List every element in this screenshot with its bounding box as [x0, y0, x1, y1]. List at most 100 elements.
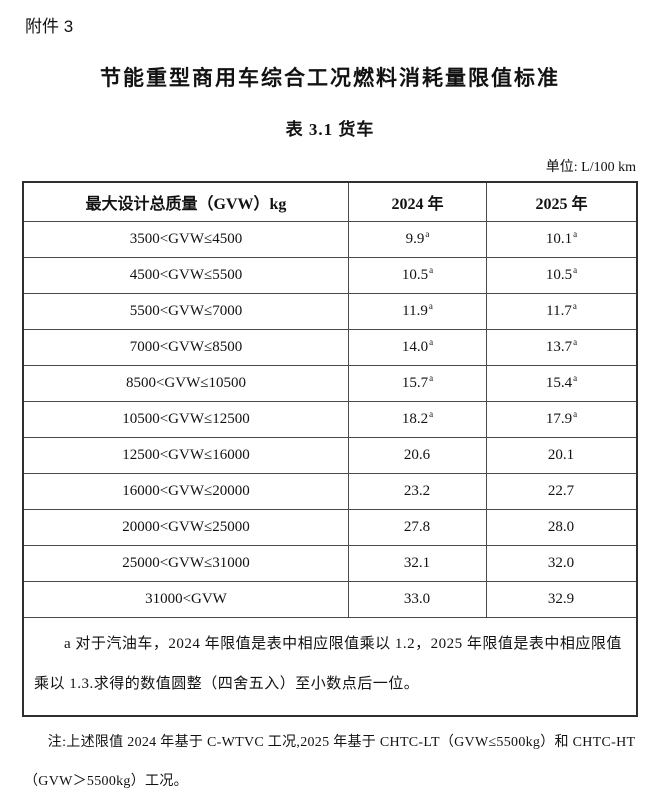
footnote-a-marker: a — [573, 265, 577, 275]
year-2024-column-header: 2024 年 — [348, 182, 486, 221]
gvw-range-text: 5500<GVW≤7000 — [130, 303, 243, 319]
gvw-range-cell: 4500<GVW≤5500 — [23, 257, 348, 293]
footnote-a-marker: a — [429, 301, 433, 311]
gvw-range-text: 10500<GVW≤12500 — [122, 411, 250, 427]
table-row: 7000<GVW≤8500 14.0a 13.7a — [23, 329, 637, 365]
value-2025-cell: 17.9a — [487, 401, 637, 437]
footnote-a-marker: a — [573, 373, 577, 383]
gvw-column-header: 最大设计总质量（GVW）kg — [23, 182, 348, 221]
gvw-range-text: 3500<GVW≤4500 — [130, 231, 243, 247]
value-2025-cell: 28.0 — [487, 509, 637, 545]
value-2025-text: 15.4 — [546, 375, 572, 391]
table-footnote-row: a 对于汽油车，2024 年限值是表中相应限值乘以 1.2，2025 年限值是表… — [23, 617, 637, 716]
value-2025-cell: 11.7a — [487, 293, 637, 329]
value-2024-text: 33.0 — [404, 591, 430, 607]
value-2025-text: 22.7 — [548, 483, 574, 499]
table-row: 31000<GVW 33.0 32.9 — [23, 581, 637, 617]
value-2025-cell: 20.1 — [487, 437, 637, 473]
value-2024-cell: 27.8 — [348, 509, 486, 545]
gvw-range-cell: 5500<GVW≤7000 — [23, 293, 348, 329]
value-2024-text: 20.6 — [404, 447, 430, 463]
footnote-a-marker: a — [429, 337, 433, 347]
footnote-a-marker: a — [425, 229, 429, 239]
gvw-range-cell: 10500<GVW≤12500 — [23, 401, 348, 437]
value-2025-cell: 10.5a — [487, 257, 637, 293]
value-2024-text: 9.9 — [406, 231, 425, 247]
table-row: 3500<GVW≤4500 9.9a 10.1a — [23, 221, 637, 257]
table-caption: 表 3.1 货车 — [22, 115, 638, 140]
gvw-range-cell: 16000<GVW≤20000 — [23, 473, 348, 509]
table-row: 8500<GVW≤10500 15.7a 15.4a — [23, 365, 637, 401]
value-2024-cell: 18.2a — [348, 401, 486, 437]
value-2024-text: 14.0 — [402, 339, 428, 355]
gvw-range-cell: 7000<GVW≤8500 — [23, 329, 348, 365]
footnote-a-marker: a — [429, 373, 433, 383]
gvw-range-text: 31000<GVW — [145, 591, 227, 607]
table-header-row: 最大设计总质量（GVW）kg 2024 年 2025 年 — [23, 182, 637, 221]
document-title: 节能重型商用车综合工况燃料消耗量限值标准 — [22, 62, 638, 92]
year-2025-column-header: 2025 年 — [487, 182, 637, 221]
table-row: 5500<GVW≤7000 11.9a 11.7a — [23, 293, 637, 329]
value-2024-text: 27.8 — [404, 519, 430, 535]
gvw-range-text: 7000<GVW≤8500 — [130, 339, 243, 355]
value-2024-text: 11.9 — [402, 303, 428, 319]
table-row: 25000<GVW≤31000 32.1 32.0 — [23, 545, 637, 581]
value-2025-text: 32.0 — [548, 555, 574, 571]
value-2025-text: 10.1 — [546, 231, 572, 247]
value-2024-cell: 9.9a — [348, 221, 486, 257]
value-2025-cell: 32.0 — [487, 545, 637, 581]
value-2024-text: 10.5 — [402, 267, 428, 283]
value-2025-cell: 15.4a — [487, 365, 637, 401]
value-2024-cell: 10.5a — [348, 257, 486, 293]
gvw-range-text: 20000<GVW≤25000 — [122, 519, 250, 535]
value-2024-text: 15.7 — [402, 375, 428, 391]
table-row: 10500<GVW≤12500 18.2a 17.9a — [23, 401, 637, 437]
gvw-range-text: 25000<GVW≤31000 — [122, 555, 250, 571]
value-2024-cell: 14.0a — [348, 329, 486, 365]
value-2024-cell: 11.9a — [348, 293, 486, 329]
table-footnote-cell: a 对于汽油车，2024 年限值是表中相应限值乘以 1.2，2025 年限值是表… — [23, 617, 637, 716]
note-text: 注:上述限值 2024 年基于 C-WTVC 工况,2025 年基于 CHTC-… — [24, 723, 636, 802]
table-row: 16000<GVW≤20000 23.2 22.7 — [23, 473, 637, 509]
gvw-range-cell: 12500<GVW≤16000 — [23, 437, 348, 473]
value-2025-text: 10.5 — [546, 267, 572, 283]
value-2024-text: 23.2 — [404, 483, 430, 499]
gvw-range-text: 8500<GVW≤10500 — [126, 375, 246, 391]
unit-label: 单位: L/100 km — [22, 156, 638, 176]
value-2025-text: 17.9 — [546, 411, 572, 427]
value-2025-text: 11.7 — [546, 303, 572, 319]
value-2025-text: 20.1 — [548, 447, 574, 463]
value-2024-text: 32.1 — [404, 555, 430, 571]
footnote-a-marker: a — [429, 265, 433, 275]
value-2025-cell: 13.7a — [487, 329, 637, 365]
gvw-range-text: 4500<GVW≤5500 — [130, 267, 243, 283]
value-2025-cell: 22.7 — [487, 473, 637, 509]
value-2024-cell: 15.7a — [348, 365, 486, 401]
footnote-a-text: a 对于汽油车，2024 年限值是表中相应限值乘以 1.2，2025 年限值是表… — [34, 624, 626, 705]
gvw-range-cell: 3500<GVW≤4500 — [23, 221, 348, 257]
value-2024-text: 18.2 — [402, 411, 428, 427]
gvw-range-cell: 31000<GVW — [23, 581, 348, 617]
value-2025-cell: 10.1a — [487, 221, 637, 257]
footnote-a-marker: a — [429, 409, 433, 419]
attachment-label: 附件 3 — [25, 12, 638, 37]
footnote-a-marker: a — [573, 409, 577, 419]
table-row: 4500<GVW≤5500 10.5a 10.5a — [23, 257, 637, 293]
value-2024-cell: 20.6 — [348, 437, 486, 473]
value-2024-cell: 23.2 — [348, 473, 486, 509]
table-row: 20000<GVW≤25000 27.8 28.0 — [23, 509, 637, 545]
gvw-range-text: 16000<GVW≤20000 — [122, 483, 250, 499]
value-2025-text: 32.9 — [548, 591, 574, 607]
gvw-range-text: 12500<GVW≤16000 — [122, 447, 250, 463]
gvw-range-cell: 20000<GVW≤25000 — [23, 509, 348, 545]
fuel-limit-table: 最大设计总质量（GVW）kg 2024 年 2025 年 3500<GVW≤45… — [22, 181, 638, 717]
value-2025-text: 13.7 — [546, 339, 572, 355]
footnote-a-marker: a — [573, 301, 577, 311]
value-2024-cell: 32.1 — [348, 545, 486, 581]
note-block: 注:上述限值 2024 年基于 C-WTVC 工况,2025 年基于 CHTC-… — [22, 723, 638, 802]
table-row: 12500<GVW≤16000 20.6 20.1 — [23, 437, 637, 473]
footnote-a-marker: a — [573, 229, 577, 239]
gvw-range-cell: 25000<GVW≤31000 — [23, 545, 348, 581]
gvw-range-cell: 8500<GVW≤10500 — [23, 365, 348, 401]
